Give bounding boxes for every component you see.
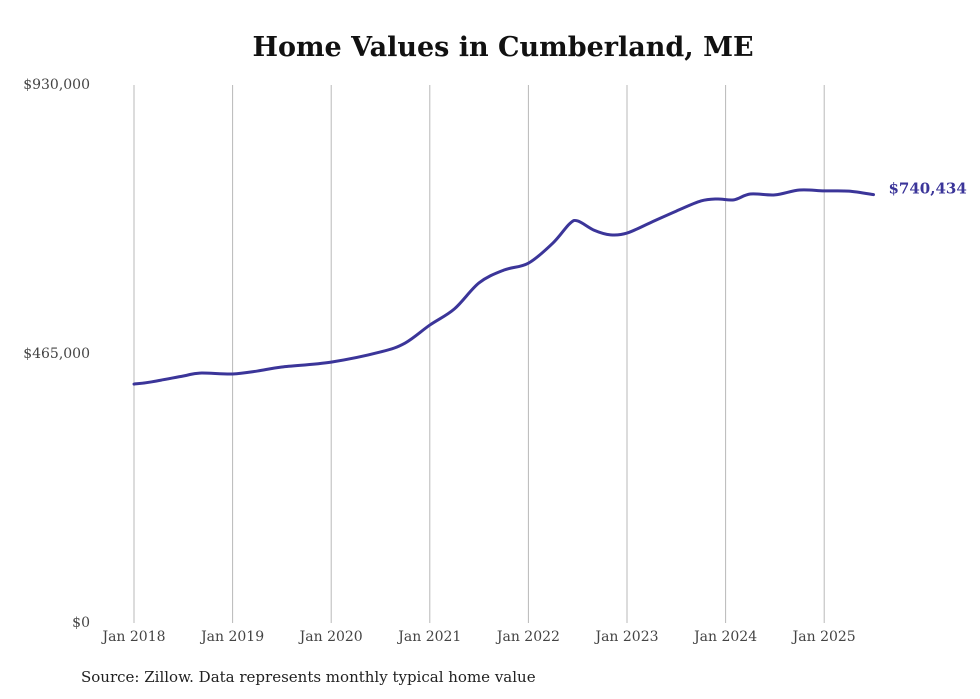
y-tick-label: $465,000 [23,346,90,362]
x-tick-label: Jan 2021 [396,629,461,645]
x-tick-label: Jan 2020 [298,629,363,645]
x-tick-label: Jan 2024 [692,629,757,645]
y-tick-label: $0 [72,615,90,631]
y-tick-label: $930,000 [23,77,90,93]
end-value-label: $740,434 [889,180,967,198]
x-tick-label: Jan 2023 [593,629,658,645]
x-tick-label: Jan 2018 [100,629,165,645]
chart-title: Home Values in Cumberland, ME [252,32,754,63]
source-note: Source: Zillow. Data represents monthly … [81,668,536,686]
series-line [132,188,875,386]
x-tick-label: Jan 2019 [199,629,264,645]
x-tick-label: Jan 2022 [495,629,560,645]
x-tick-label: Jan 2025 [791,629,856,645]
